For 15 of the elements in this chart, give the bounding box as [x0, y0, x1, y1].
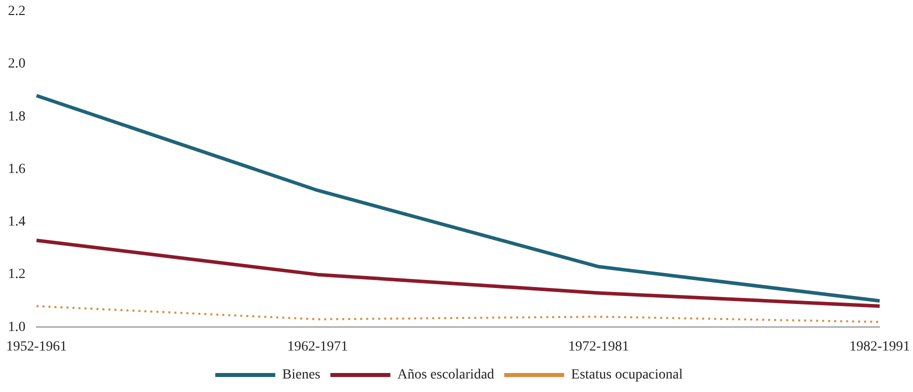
legend-label: Estatus ocupacional [571, 368, 683, 383]
y-tick-label: 1.4 [8, 214, 26, 230]
line-series [36, 305, 881, 323]
y-tick-label: 2.2 [8, 4, 26, 20]
y-tick-label: 1.0 [8, 320, 26, 335]
y-tick-label: 1.8 [8, 109, 26, 124]
x-tick-label: 1982-1991 [849, 339, 910, 354]
y-tick-label: 1.2 [8, 267, 26, 282]
legend-label: Años escolaridad [397, 368, 494, 383]
y-tick-label: 1.6 [8, 162, 26, 177]
y-tick-label: 2.0 [8, 56, 26, 72]
legend-label: Bienes [282, 368, 320, 383]
x-tick-label: 1962-1971 [287, 339, 348, 354]
x-tick-label: 1952-1961 [6, 339, 67, 354]
x-tick-label: 1972-1981 [568, 339, 629, 354]
